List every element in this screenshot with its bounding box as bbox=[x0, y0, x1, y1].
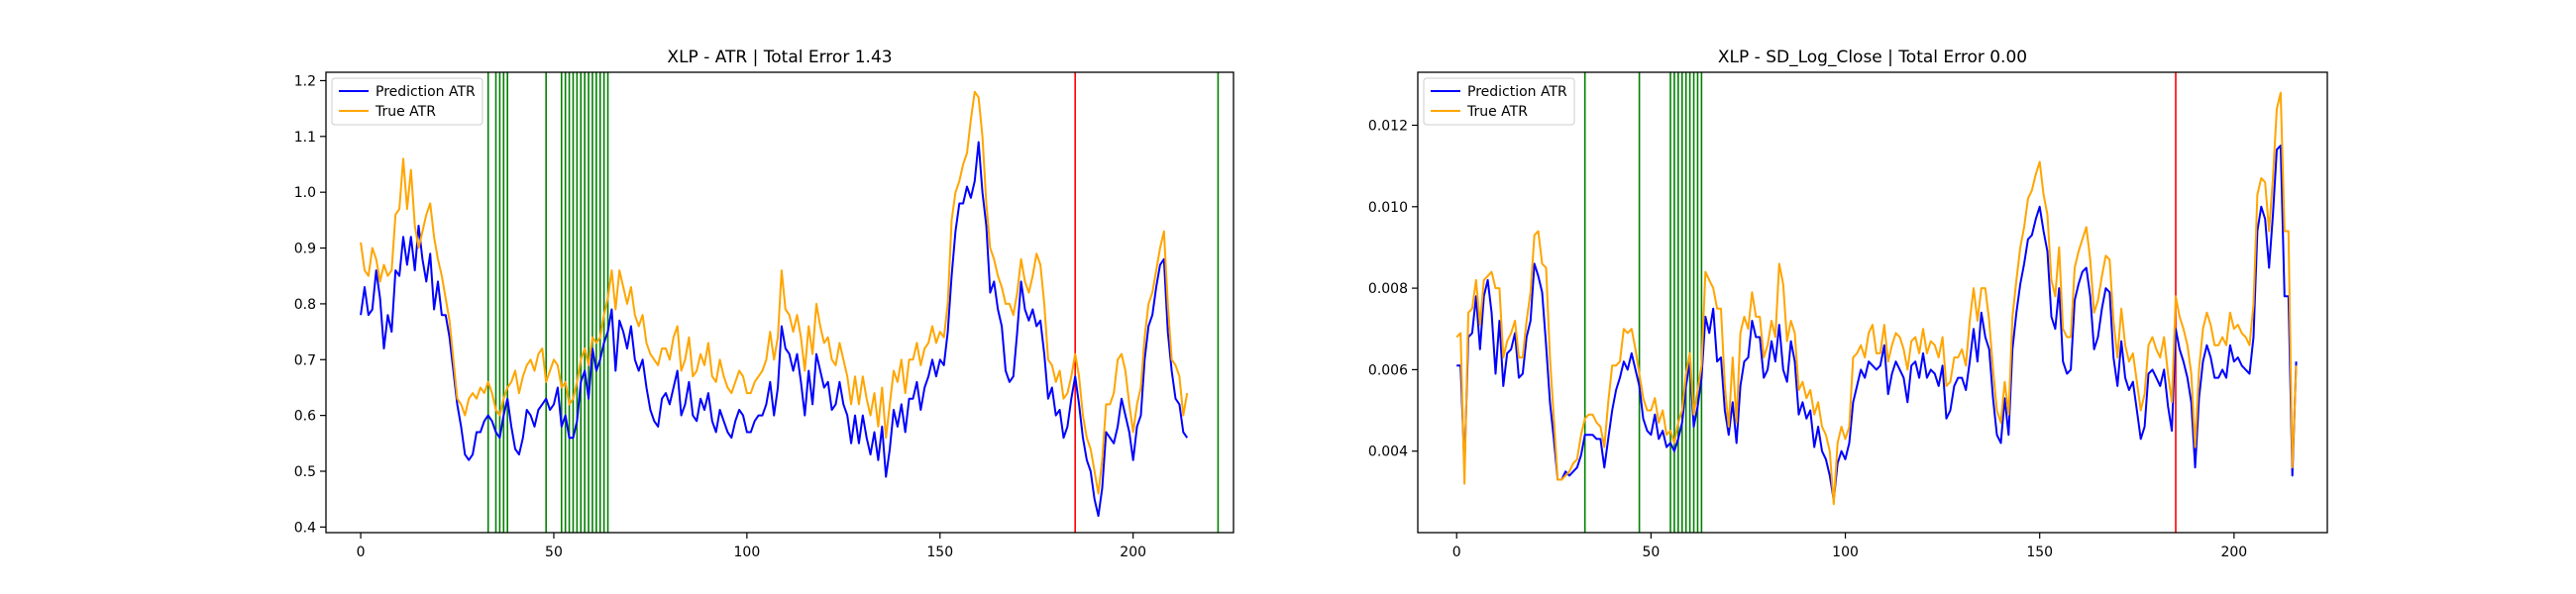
x-tick-label: 150 bbox=[2026, 544, 2053, 560]
x-tick-label: 100 bbox=[1832, 544, 1859, 560]
y-tick-label: 0.7 bbox=[294, 352, 316, 368]
x-tick-label: 50 bbox=[1642, 544, 1660, 560]
plot-frame bbox=[1417, 71, 2328, 534]
prediction-line bbox=[360, 141, 1189, 518]
legend-label-prediction: Prediction ATR bbox=[1467, 84, 1567, 100]
series-lines bbox=[1455, 91, 2298, 506]
legend-label-true: True ATR bbox=[1466, 104, 1528, 120]
legend: Prediction ATR True ATR bbox=[1423, 77, 1575, 126]
y-tick-label: 0.012 bbox=[1368, 118, 1408, 134]
vertical-markers bbox=[486, 72, 1220, 533]
x-tick-label: 150 bbox=[926, 544, 953, 560]
legend: Prediction ATR True ATR bbox=[331, 77, 483, 126]
chart-title: XLP - SD_Log_Close | Total Error 0.00 bbox=[1718, 48, 2027, 67]
plot-frame bbox=[325, 71, 1234, 534]
chart-atr: XLP - ATR | Total Error 1.43 0 50 100 150 20… bbox=[294, 48, 1234, 560]
x-tick-label: 0 bbox=[357, 544, 366, 560]
x-tick-label: 100 bbox=[734, 544, 761, 560]
y-tick-label: 0.6 bbox=[294, 409, 316, 425]
prediction-line bbox=[1456, 145, 2298, 502]
x-tick-label: 0 bbox=[1452, 544, 1461, 560]
x-tick-label: 50 bbox=[545, 544, 563, 560]
y-tick-label: 0.004 bbox=[1368, 445, 1408, 460]
true-line bbox=[360, 90, 1189, 495]
y-tick-label: 0.8 bbox=[294, 297, 316, 313]
x-tick-label: 200 bbox=[2220, 544, 2247, 560]
y-axis-ticks: 0.004 0.006 0.008 0.010 0.012 bbox=[1368, 118, 1418, 460]
legend-label-prediction: Prediction ATR bbox=[376, 84, 476, 100]
x-tick-label: 200 bbox=[1120, 544, 1146, 560]
y-tick-label: 0.5 bbox=[294, 464, 316, 480]
chart-title: XLP - ATR | Total Error 1.43 bbox=[667, 48, 892, 67]
legend-label-true: True ATR bbox=[375, 104, 436, 120]
y-tick-label: 0.008 bbox=[1368, 281, 1408, 297]
true-line bbox=[1455, 91, 2298, 506]
chart-sd-log-close: XLP - SD_Log_Close | Total Error 0.00 0 5… bbox=[1368, 48, 2328, 560]
legend-box bbox=[331, 77, 483, 126]
vertical-markers bbox=[1583, 72, 2177, 533]
y-tick-label: 0.010 bbox=[1368, 200, 1408, 216]
y-tick-label: 1.2 bbox=[294, 73, 316, 89]
x-axis-ticks: 0 50 100 150 200 bbox=[1452, 533, 2247, 560]
y-tick-label: 0.006 bbox=[1368, 362, 1408, 378]
y-tick-label: 1.1 bbox=[294, 130, 316, 146]
y-tick-label: 0.9 bbox=[294, 242, 316, 257]
x-axis-ticks: 0 50 100 150 200 bbox=[357, 533, 1146, 560]
legend-box bbox=[1423, 77, 1575, 126]
series-lines bbox=[360, 90, 1189, 518]
y-tick-label: 0.4 bbox=[294, 520, 316, 536]
y-axis-ticks: 0.4 0.5 0.6 0.7 0.8 0.9 1.0 1.1 1.2 bbox=[294, 73, 326, 536]
y-tick-label: 1.0 bbox=[294, 185, 316, 201]
